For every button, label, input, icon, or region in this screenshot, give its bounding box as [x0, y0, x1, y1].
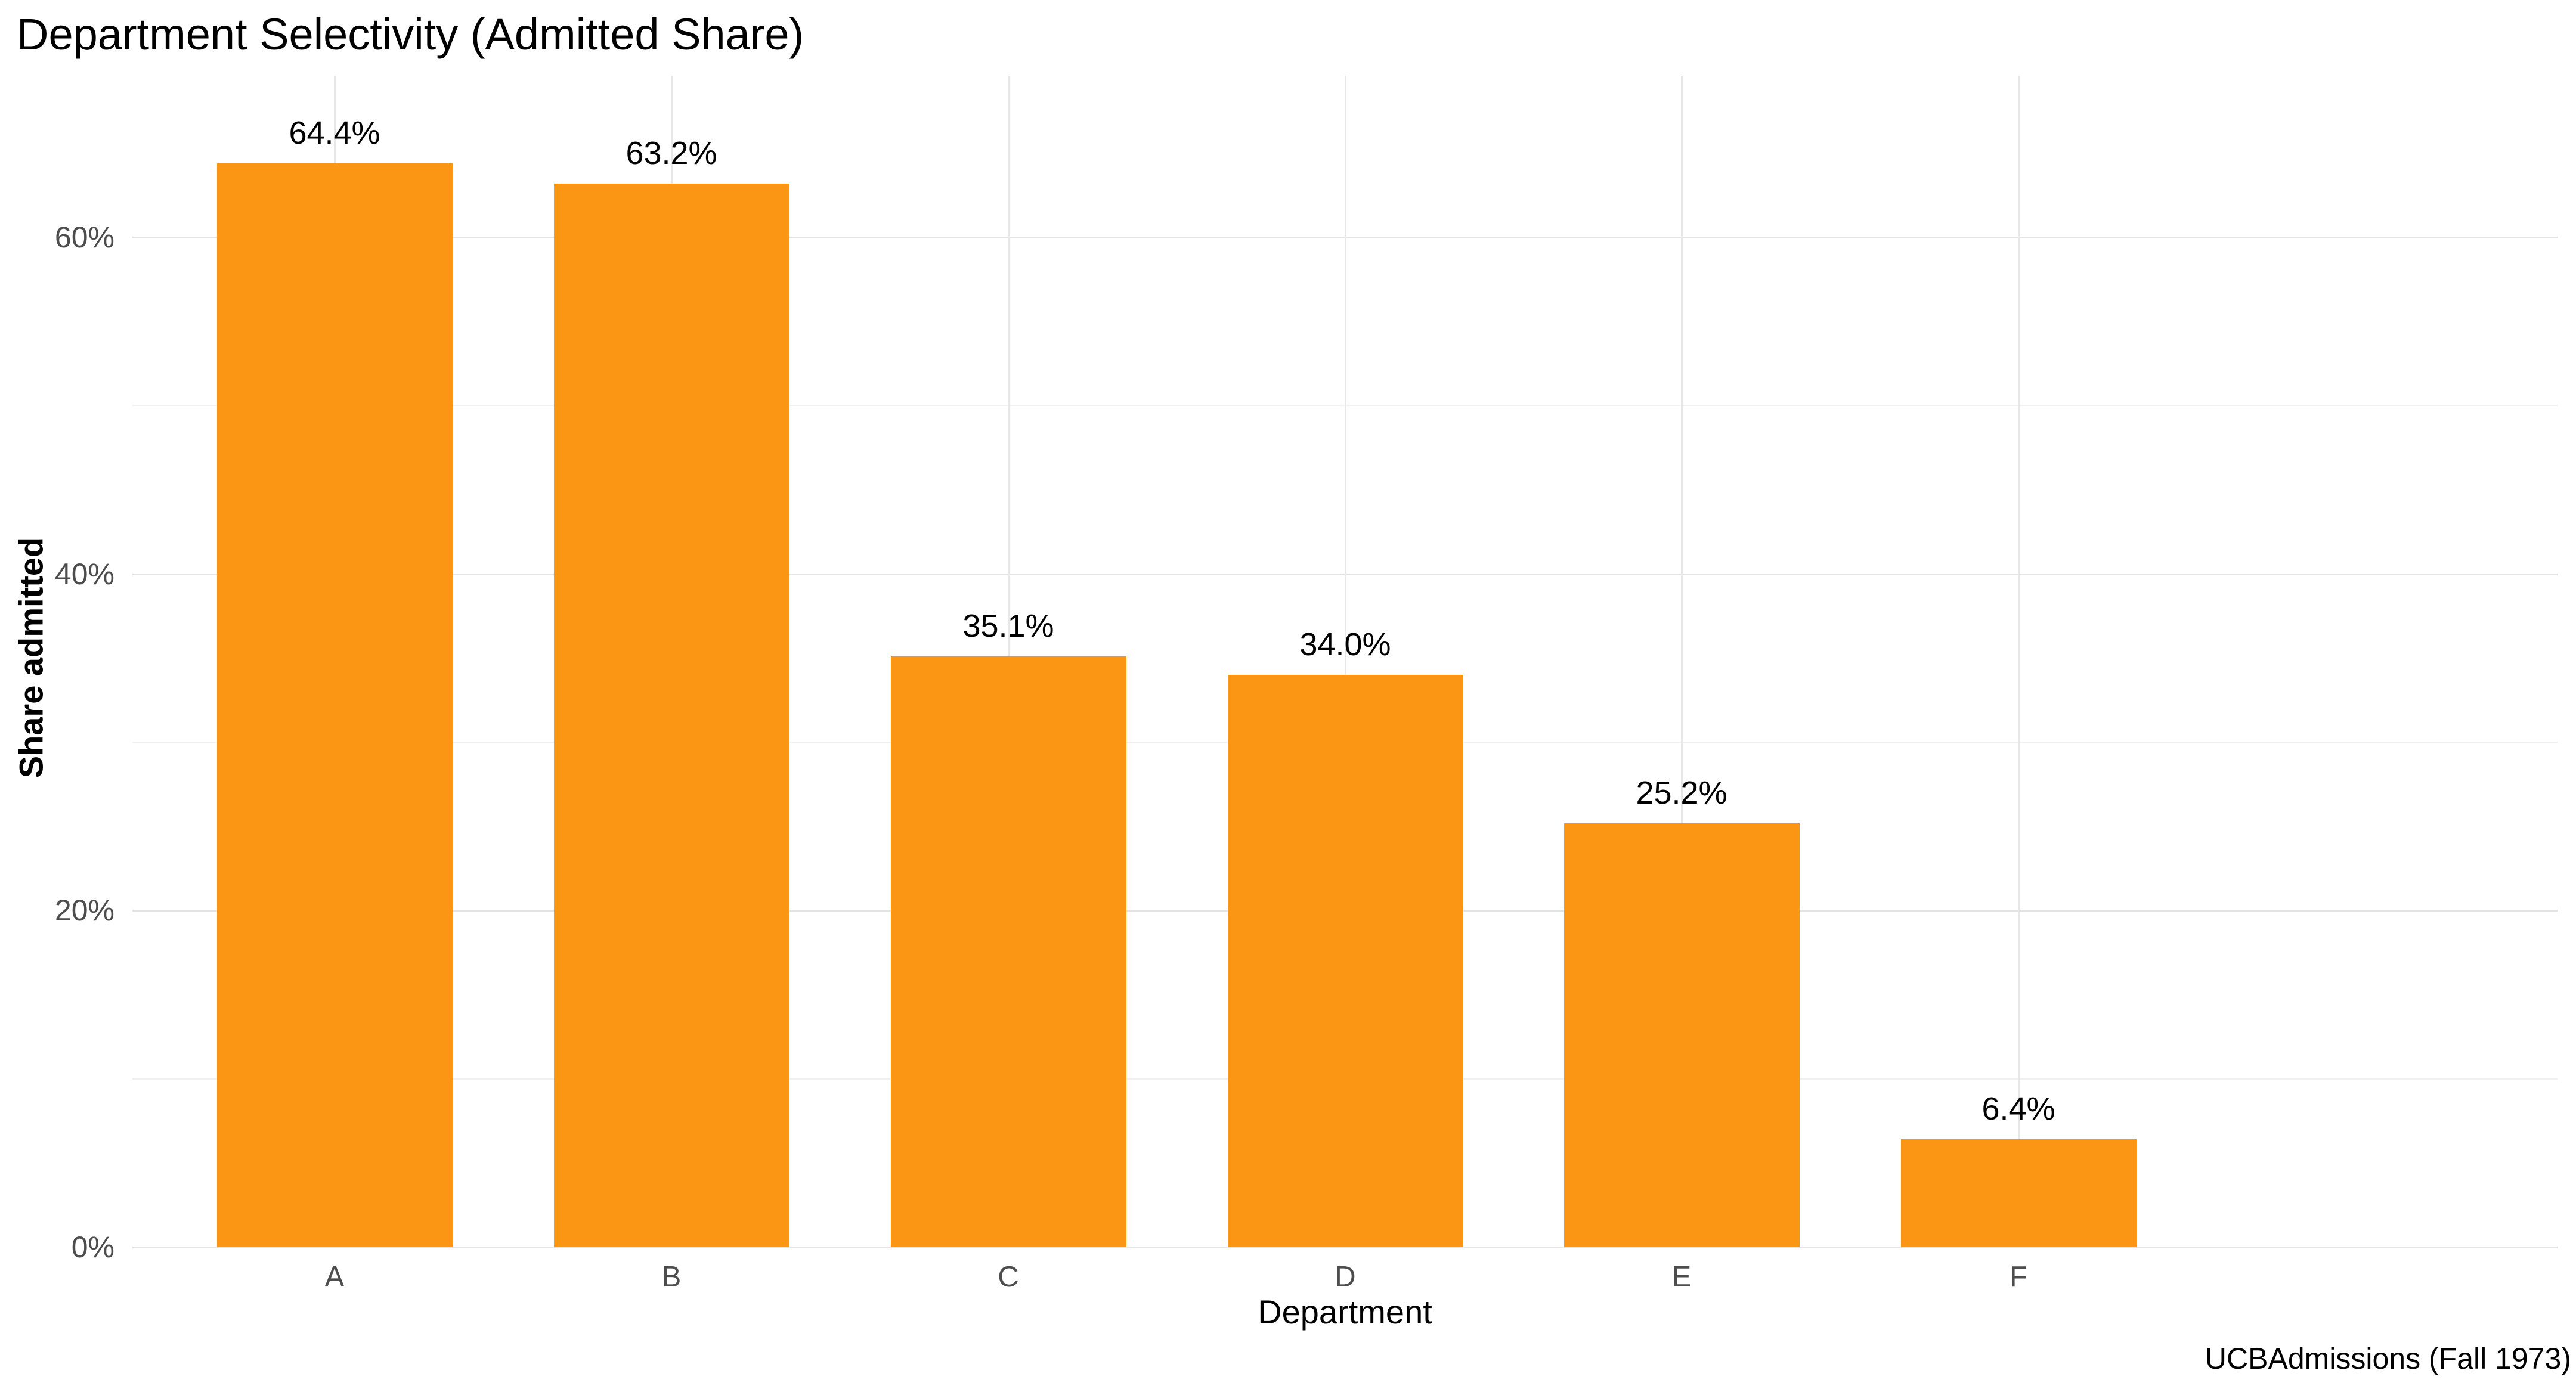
plot-panel: 64.4% 63.2% 35.1% 34.0% 25.2% 6.4%	[132, 76, 2558, 1248]
x-tick-label-C: C	[998, 1261, 1019, 1293]
gridline-major-0	[132, 1247, 2558, 1248]
chart-caption: UCBAdmissions (Fall 1973)	[2205, 1342, 2571, 1375]
y-tick-label-20: 20%	[54, 894, 114, 927]
bar-value-label-E: 25.2%	[1636, 775, 1727, 811]
x-tick-label-D: D	[1335, 1261, 1356, 1293]
y-tick-label-60: 60%	[54, 221, 114, 254]
bar-value-label-C: 35.1%	[962, 608, 1054, 644]
chart-title: Department Selectivity (Admitted Share)	[17, 10, 804, 59]
bar-D	[1227, 675, 1463, 1247]
x-tick-label-A: A	[324, 1261, 345, 1293]
x-axis-title: Department	[1258, 1293, 1432, 1331]
bar-F	[1900, 1139, 2137, 1247]
bar-E	[1563, 823, 1800, 1247]
bar-B	[553, 184, 789, 1247]
gridline-vertical-E	[1681, 76, 1683, 1247]
bar-C	[890, 656, 1126, 1247]
x-tick-label-E: E	[1671, 1261, 1692, 1293]
bar-A	[216, 163, 453, 1247]
bar-value-label-D: 34.0%	[1299, 627, 1391, 662]
gridline-vertical-D	[1345, 76, 1346, 1247]
y-tick-label-40: 40%	[54, 557, 114, 591]
x-tick-label-B: B	[661, 1261, 682, 1293]
bar-value-label-A: 64.4%	[289, 115, 380, 151]
gridline-vertical-F	[2018, 76, 2020, 1247]
bar-value-label-B: 63.2%	[626, 135, 717, 171]
bar-value-label-F: 6.4%	[1981, 1091, 2055, 1127]
x-tick-label-F: F	[2010, 1261, 2027, 1293]
y-tick-label-0: 0%	[71, 1230, 114, 1264]
